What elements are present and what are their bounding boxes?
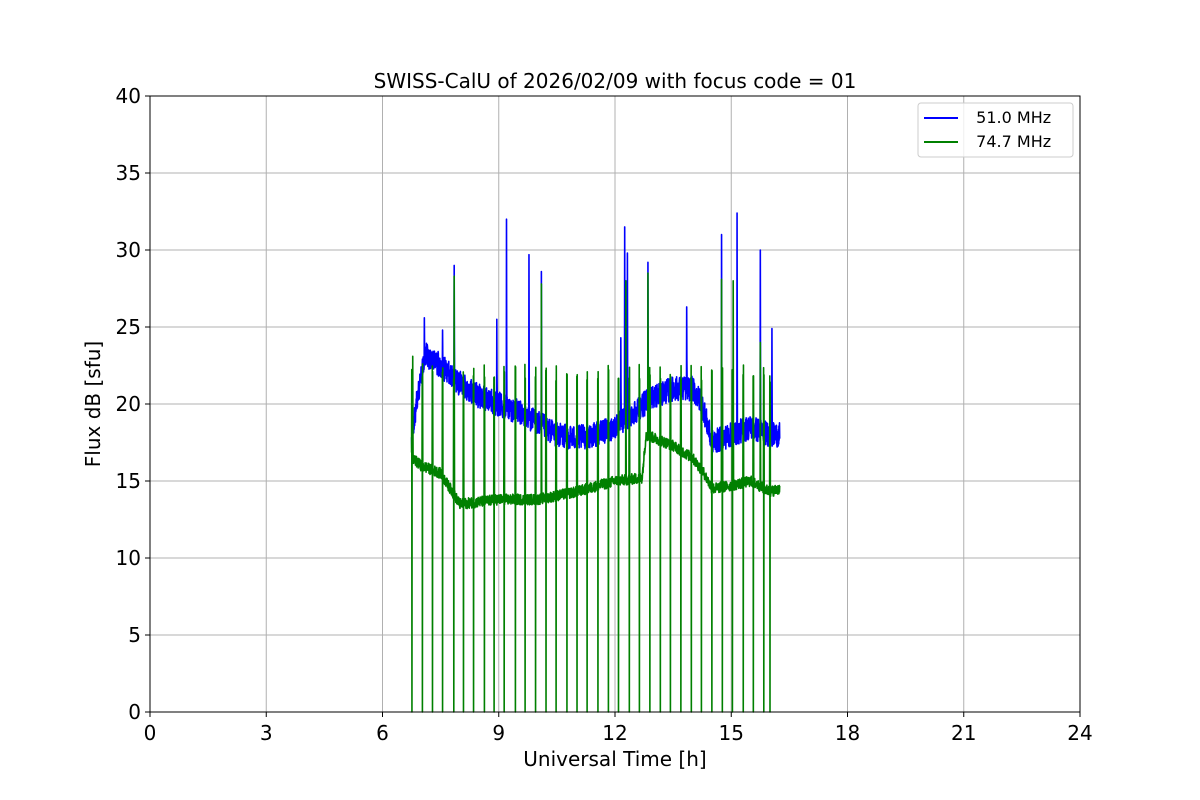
x-tick-label: 0 (144, 721, 157, 745)
x-axis: 0 3 6 9 12 15 18 21 24 (144, 712, 1093, 745)
x-tick-label: 24 (1067, 721, 1092, 745)
x-tick-label: 15 (719, 721, 744, 745)
plot-series (410, 212, 781, 713)
y-tick-label: 30 (116, 238, 141, 262)
y-tick-label: 35 (116, 161, 141, 185)
legend-label-74-mhz: 74.7 MHz (966, 132, 1051, 151)
y-axis: 0 5 10 15 20 25 30 35 40 (116, 84, 150, 724)
x-tick-label: 3 (260, 721, 273, 745)
x-tick-label: 12 (602, 721, 627, 745)
x-tick-label: 6 (376, 721, 389, 745)
chart-title: SWISS-CalU of 2026/02/09 with focus code… (374, 69, 857, 93)
y-tick-label: 10 (116, 546, 141, 570)
y-axis-label: Flux dB [sfu] (81, 341, 105, 467)
y-tick-label: 5 (128, 623, 141, 647)
legend: 51.0 MHz 74.7 MHz (917, 102, 1074, 158)
x-tick-label: 18 (835, 721, 860, 745)
y-tick-label: 25 (116, 315, 141, 339)
legend-label-51-mhz: 51.0 MHz (966, 108, 1051, 127)
x-tick-label: 21 (951, 721, 976, 745)
y-tick-label: 15 (116, 469, 141, 493)
y-tick-label: 20 (116, 392, 141, 416)
x-axis-label: Universal Time [h] (523, 747, 706, 771)
x-tick-label: 9 (492, 721, 505, 745)
y-tick-label: 0 (128, 700, 141, 724)
series-line-74-mhz (410, 272, 781, 713)
y-tick-label: 40 (116, 84, 141, 108)
legend-box (917, 102, 1074, 158)
